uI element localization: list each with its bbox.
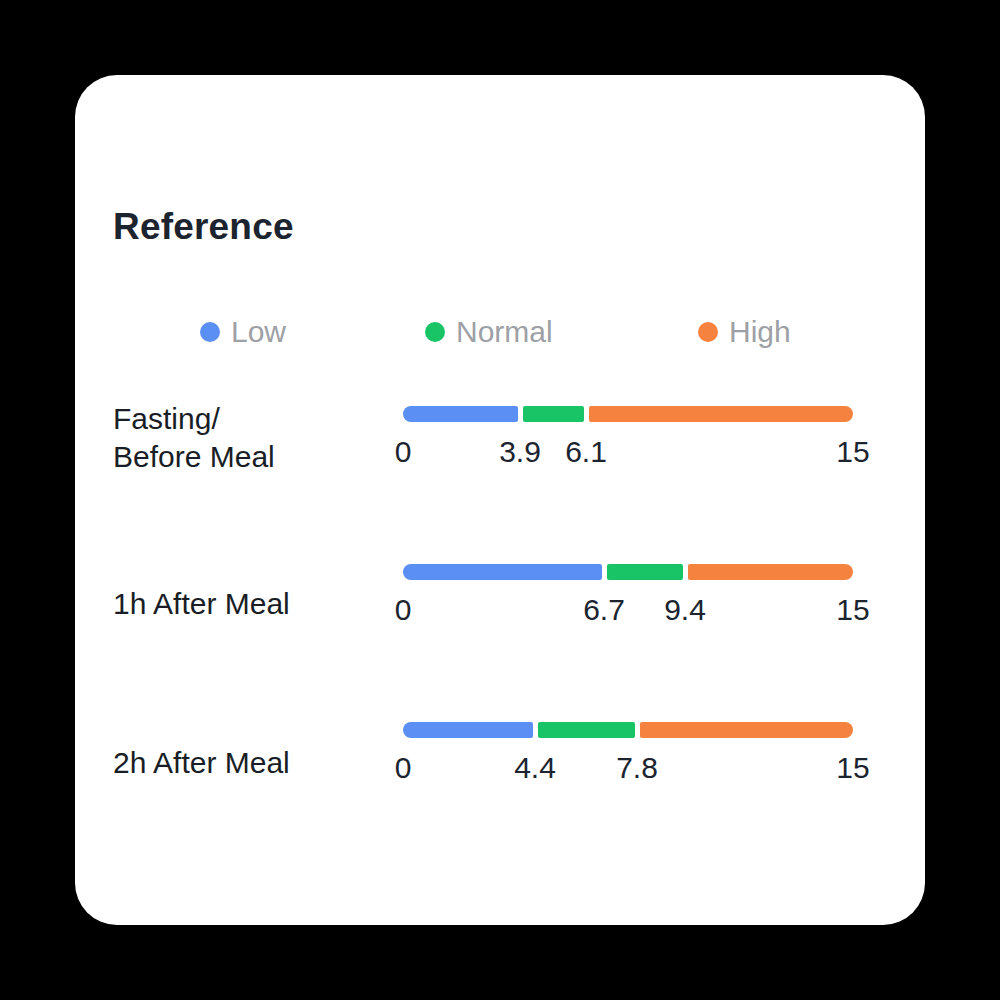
- row-fasting-before-meal: Fasting/ Before Meal 03.96.115: [113, 406, 893, 496]
- tick-label: 0: [395, 750, 412, 786]
- legend-label-high: High: [729, 313, 791, 351]
- bar-segment-normal: [538, 722, 635, 738]
- legend: Low Normal High: [75, 313, 925, 351]
- tick-label: 0: [395, 592, 412, 628]
- bar-segment-low: [403, 406, 518, 422]
- tick-label: 6.1: [565, 434, 607, 470]
- legend-label-low: Low: [231, 313, 286, 351]
- row-label: 1h After Meal: [113, 585, 290, 623]
- bar-track: [403, 722, 853, 738]
- bar-segment-normal: [607, 564, 683, 580]
- tick-label: 6.7: [583, 592, 625, 628]
- bar-segment-low: [403, 564, 602, 580]
- bar-track: [403, 564, 853, 580]
- tick-label: 15: [836, 434, 869, 470]
- bar-segment-high: [640, 722, 854, 738]
- high-dot-icon: [698, 322, 718, 342]
- tick-labels: 03.96.115: [403, 434, 853, 470]
- tick-label: 9.4: [664, 592, 706, 628]
- low-dot-icon: [200, 322, 220, 342]
- normal-dot-icon: [425, 322, 445, 342]
- legend-label-normal: Normal: [456, 313, 553, 351]
- tick-label: 3.9: [499, 434, 541, 470]
- tick-label: 0: [395, 434, 412, 470]
- bar-segment-high: [589, 406, 854, 422]
- legend-item-low: Low: [200, 313, 286, 351]
- row-label: Fasting/ Before Meal: [113, 400, 275, 476]
- legend-item-normal: Normal: [425, 313, 553, 351]
- bar-segment-low: [403, 722, 533, 738]
- tick-label: 7.8: [616, 750, 658, 786]
- reference-card: Reference Low Normal High Fasting/ Befor…: [75, 75, 925, 925]
- tick-labels: 06.79.415: [403, 592, 853, 628]
- tick-label: 4.4: [514, 750, 556, 786]
- legend-item-high: High: [698, 313, 791, 351]
- tick-labels: 04.47.815: [403, 750, 853, 786]
- page-title: Reference: [113, 205, 294, 249]
- row-1h-after-meal: 1h After Meal 0 6.7 9.4 15: [113, 564, 893, 654]
- row-2h-after-meal: 2h After Meal 0 4.4 7.8 15: [113, 722, 893, 812]
- row-label: 2h After Meal: [113, 744, 290, 782]
- bar-segment-normal: [523, 406, 584, 422]
- screen-background: Reference Low Normal High Fasting/ Befor…: [0, 0, 1000, 1000]
- tick-label: 15: [836, 750, 869, 786]
- bar-segment-high: [688, 564, 854, 580]
- bar-track: [403, 406, 853, 422]
- tick-label: 15: [836, 592, 869, 628]
